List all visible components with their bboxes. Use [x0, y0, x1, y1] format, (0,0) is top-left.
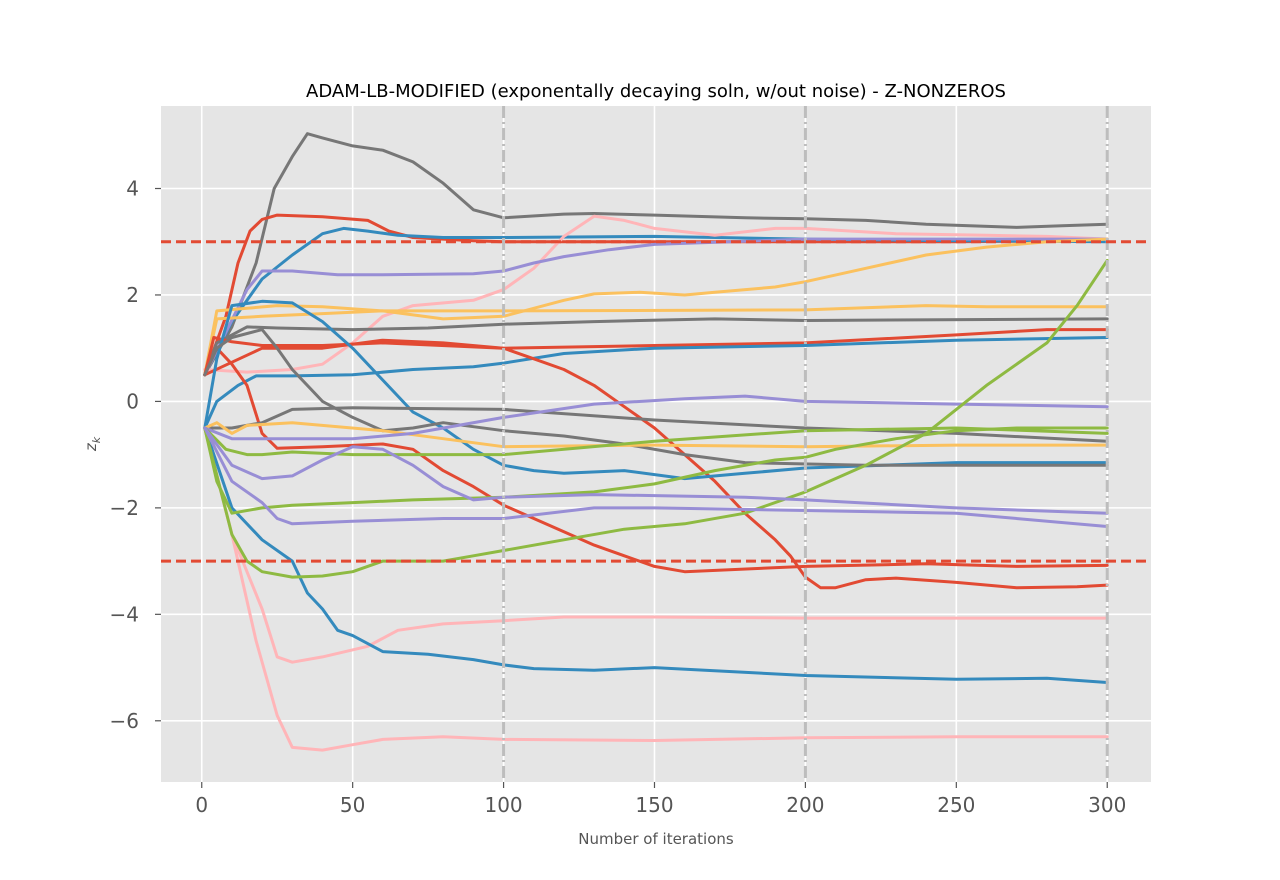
x-tick-label: 0 — [195, 793, 208, 817]
y-tick-label: 0 — [126, 389, 139, 413]
reference-lines — [161, 106, 1151, 782]
x-tick-label: 150 — [635, 793, 673, 817]
x-tick-label: 200 — [786, 793, 824, 817]
series-line-15 — [203, 299, 1109, 481]
x-axis-label: Number of iterations — [578, 830, 734, 848]
series-line-5 — [203, 214, 1109, 374]
series-line-4 — [203, 426, 1109, 664]
y-tick-label: 2 — [126, 283, 139, 307]
x-tick-label: 50 — [340, 793, 365, 817]
y-tick-label: −4 — [110, 602, 139, 626]
y-tick-label: −2 — [110, 496, 139, 520]
x-tick-label: 250 — [937, 793, 975, 817]
y-tick-label: 4 — [126, 177, 139, 201]
series-line-20 — [203, 394, 1109, 441]
series-layer — [203, 132, 1109, 752]
series-line-13 — [203, 346, 1109, 574]
series-line-22 — [203, 426, 1109, 515]
series-line-9 — [203, 304, 1109, 377]
series-line-1 — [203, 132, 1109, 377]
y-tick-label: −6 — [110, 709, 139, 733]
tick-labels: 0 50 100 150 200 250 300 −6 −4 −2 0 2 4 — [110, 177, 1127, 817]
y-axis-label-subscript: k — [90, 436, 103, 443]
series-line-7 — [203, 237, 1109, 377]
series-line-21 — [203, 426, 1109, 457]
series-line-10 — [203, 317, 1109, 377]
series-line-14 — [203, 338, 1109, 590]
series-line-17 — [203, 328, 1109, 467]
x-tick-label: 300 — [1088, 793, 1126, 817]
x-tick-label: 100 — [484, 793, 522, 817]
series-line-6 — [203, 426, 1109, 752]
series-line-23 — [203, 258, 1109, 579]
series-line-16 — [203, 426, 1109, 684]
chart-title: ADAM-LB-MODIFIED (exponentally decaying … — [306, 81, 1006, 102]
series-line-12 — [203, 336, 1109, 430]
series-line-24 — [203, 426, 1109, 515]
series-line-8 — [203, 237, 1109, 377]
